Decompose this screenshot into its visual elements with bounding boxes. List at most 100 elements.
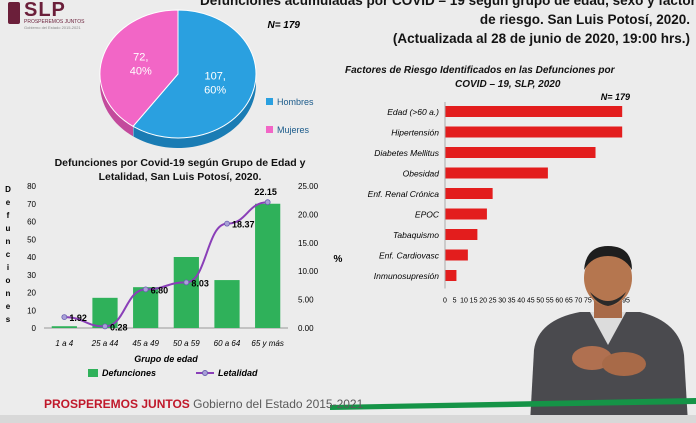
- age-y-tick: 50: [27, 235, 36, 244]
- age-y-tick: 60: [27, 218, 36, 227]
- age-y2-tick: 20.00: [298, 210, 319, 219]
- legend-swatch-mujeres: [266, 126, 273, 133]
- logo-subtitle-2: Gobierno del Estado 2015-2021: [24, 25, 81, 30]
- age-y2-tick: 0.00: [298, 324, 314, 333]
- pie-chart: 107, 60% 72, 40% N= 179 Hombres Mujeres: [99, 9, 314, 148]
- risk-x-tick: 35: [508, 298, 516, 305]
- footer-bold: PROSPEREMOS JUNTOS: [44, 397, 190, 411]
- footer: PROSPEREMOS JUNTOS Gobierno del Estado 2…: [44, 397, 363, 411]
- age-y2-tick: 15.00: [298, 239, 319, 248]
- risk-bar-3: [445, 147, 596, 158]
- risk-bar-5: [445, 188, 493, 199]
- risk-x-tick: 40: [517, 298, 525, 305]
- age-x-tick: 45 a 49: [132, 339, 159, 348]
- risk-bar-6: [445, 208, 487, 220]
- age-y2-tick: 25.00: [298, 182, 319, 191]
- footer-bar: [0, 398, 696, 423]
- risk-x-tick: 10: [460, 298, 468, 305]
- risk-category-label: Enf. Cardiovasc: [379, 251, 440, 261]
- risk-x-tick: 30: [498, 298, 506, 305]
- risk-category-label: Tabaquismo: [393, 230, 439, 240]
- risk-x-tick: 20: [479, 298, 487, 305]
- age-bar-1: [51, 326, 77, 328]
- pie-slice-hombres: [132, 9, 257, 139]
- letalidad-label: 6.80: [151, 285, 169, 295]
- title-line-1: Defunciones acumuladas por COVID – 19 se…: [200, 0, 696, 8]
- risk-category-label: EPOC: [415, 210, 440, 220]
- letalidad-point: [264, 199, 271, 206]
- age-y-label-char: n: [6, 237, 11, 246]
- age-y-tick: 30: [27, 271, 36, 280]
- age-x-tick: 25 a 44: [91, 339, 119, 348]
- letalidad-point: [61, 314, 68, 320]
- letalidad-point: [183, 279, 190, 286]
- age-x-tick: 60 a 64: [214, 339, 241, 348]
- pie-data-label: 107, 60%: [204, 71, 226, 97]
- age-chart-title-line-1: Defunciones por Covid-19 según Grupo de …: [54, 157, 306, 169]
- legend-label-letalidad: Letalidad: [218, 368, 258, 378]
- risk-x-tick: 45: [527, 298, 535, 305]
- age-x-tick: 50 a 59: [173, 339, 200, 348]
- pie-side-hombres: [133, 75, 256, 148]
- page-title: Defunciones acumuladas por COVID – 19 se…: [200, 0, 696, 48]
- legend-label-mujeres: Mujeres: [277, 125, 310, 135]
- risk-category-label: Edad (>60 a.): [387, 107, 439, 117]
- pie-n-label: N= 179: [267, 20, 300, 31]
- risk-bar-9: [445, 270, 457, 281]
- risk-chart-title-line-1: Factores de Riesgo Identificados en las …: [345, 65, 615, 76]
- pie-data-label: 72, 40%: [130, 51, 152, 77]
- risk-chart-title-line-2: COVID – 19, SLP, 2020: [455, 79, 561, 90]
- age-chart-title-line-2: Letalidad, San Luis Potosí, 2020.: [98, 171, 262, 183]
- risk-x-tick: 0: [443, 298, 447, 305]
- letalidad-point: [142, 286, 149, 293]
- risk-chart-title: Factores de Riesgo Identificados en las …: [345, 64, 635, 92]
- age-chart-title: Defunciones por Covid-19 según Grupo de …: [40, 156, 320, 184]
- letalidad-label: 22.15: [254, 187, 277, 197]
- risk-category-label: Obesidad: [403, 169, 440, 179]
- logo-subtitle: PROSPEREMOS JUNTOS: [24, 19, 85, 25]
- age-y-tick: 70: [27, 200, 36, 209]
- legend-swatch-defunciones: [88, 369, 98, 377]
- age-y2-label: %: [334, 254, 343, 265]
- age-y2-tick: 5.00: [298, 296, 314, 305]
- letalidad-label: 18.37: [232, 220, 255, 230]
- age-y-tick: 0: [32, 324, 37, 333]
- risk-bar-1: [445, 106, 623, 117]
- risk-x-tick: 95: [622, 298, 630, 305]
- risk-x-tick: 75: [584, 298, 592, 305]
- age-bar-4: [173, 257, 199, 328]
- legend-swatch-hombres: [266, 98, 273, 105]
- age-y-label-char: c: [6, 250, 11, 259]
- age-x-tick: 65 y más: [251, 339, 283, 348]
- age-y-label-char: i: [7, 263, 9, 272]
- letalidad-label: 0.28: [110, 322, 128, 332]
- legend-marker-letalidad: [202, 370, 208, 376]
- logo-mark-icon: [8, 2, 20, 24]
- risk-x-tick: 60: [555, 298, 563, 305]
- footer-text: Gobierno del Estado 2015-2021: [193, 397, 364, 411]
- risk-bar-7: [445, 229, 478, 240]
- age-y-tick: 20: [27, 289, 36, 298]
- age-y-label-char: o: [6, 276, 11, 285]
- age-chart: 0 10 20 30 40 50 60 70 80 0.00 5.00 10.00 15.00 20.00…: [5, 182, 343, 378]
- risk-bar-8: [445, 249, 468, 261]
- age-x-tick: 1 a 4: [55, 339, 73, 348]
- age-y-label-char: e: [6, 302, 11, 311]
- age-y-label-char: D: [5, 185, 11, 194]
- age-y-tick: 40: [27, 253, 36, 262]
- risk-n-label: N= 179: [601, 92, 630, 102]
- risk-bar-4: [445, 167, 548, 179]
- pie-slice-mujeres: [99, 9, 179, 127]
- risk-category-label: Enf. Renal Crónica: [368, 189, 440, 199]
- risk-x-tick: 50: [536, 298, 544, 305]
- age-y-label-char: f: [7, 211, 10, 220]
- risk-category-label: Diabetes Mellitus: [374, 148, 439, 158]
- age-y2-tick: 10.00: [298, 267, 319, 276]
- interpreter-figure: [530, 246, 688, 423]
- risk-category-label: Hipertensión: [391, 128, 439, 138]
- risk-chart: N= 179 Edad (>60 a.) Hipertensión Diabetes …: [368, 92, 630, 305]
- legend-label-defunciones: Defunciones: [102, 368, 156, 378]
- letalidad-label: 1.92: [69, 313, 87, 323]
- age-bar-3: [133, 287, 159, 328]
- risk-x-tick: 5: [453, 298, 457, 305]
